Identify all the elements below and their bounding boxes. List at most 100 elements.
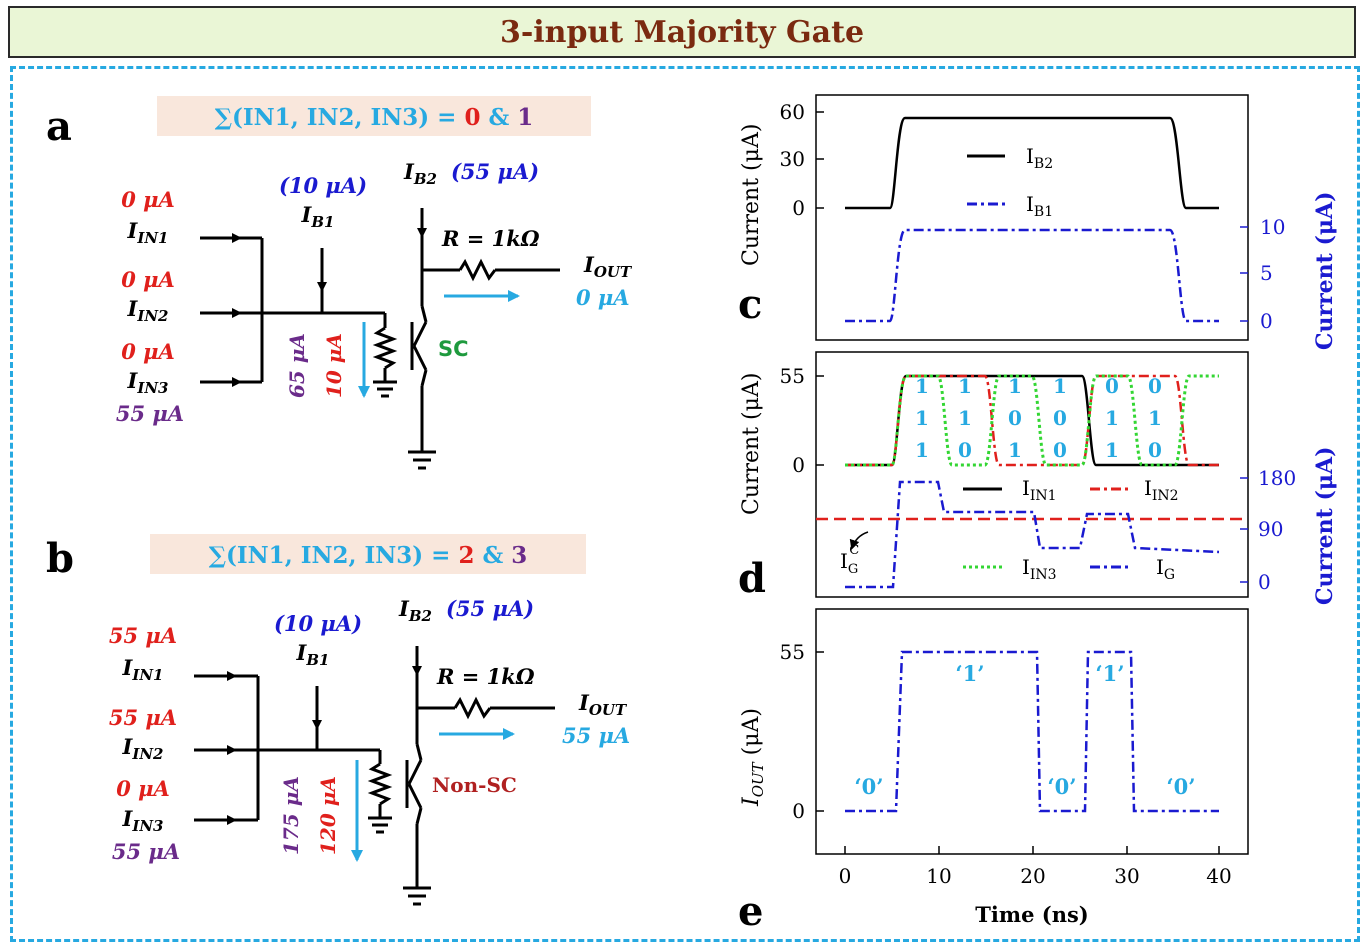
svg-text:‘1’: ‘1’ bbox=[1095, 661, 1124, 686]
svg-text:0: 0 bbox=[1105, 374, 1119, 398]
in3-label: IIN3 bbox=[127, 368, 169, 397]
series-iout bbox=[845, 650, 1219, 813]
panel-c: 60 30 0 10 5 0 Current (μA) Current (μA)… bbox=[738, 94, 1338, 351]
svg-text:1: 1 bbox=[1105, 438, 1119, 462]
in3-value: 0 μA bbox=[121, 339, 175, 364]
vertical-current-1: 65 μA bbox=[285, 333, 309, 398]
in2-label: IIN2 bbox=[127, 296, 169, 325]
svg-text:‘0’: ‘0’ bbox=[1166, 774, 1195, 799]
legend-ib2: IB2 bbox=[1026, 144, 1053, 172]
svg-text:0: 0 bbox=[1053, 438, 1067, 462]
ib1-value: (10 μA) bbox=[279, 173, 367, 198]
ib2-label: IB2 bbox=[403, 159, 437, 188]
panel-b-equation: ∑(IN1, IN2, IN3) = 2 & 3 bbox=[209, 542, 528, 569]
in3-label: IIN3 bbox=[122, 806, 164, 835]
svg-text:0: 0 bbox=[1008, 406, 1022, 430]
vertical-current-2: 120 μA bbox=[316, 776, 340, 855]
resistor-label: R = 1kΩ bbox=[436, 664, 535, 689]
ib2-value: (55 μA) bbox=[451, 159, 539, 184]
tick-label: 10 bbox=[1260, 215, 1285, 239]
svg-text:‘1’: ‘1’ bbox=[955, 661, 984, 686]
series-ig bbox=[845, 480, 1220, 589]
logic-labels: ‘0’ ‘1’ ‘0’ ‘1’ ‘0’ bbox=[854, 661, 1195, 799]
ib2-label: IB2 bbox=[398, 596, 432, 625]
y-axis-label: IOUT (μA) bbox=[739, 708, 767, 807]
panel-a-equation: ∑(IN1, IN2, IN3) = 0 & 1 bbox=[215, 104, 534, 131]
panel-c-letter: c bbox=[738, 281, 762, 328]
series-in3 bbox=[845, 374, 1219, 467]
svg-text:1: 1 bbox=[1105, 406, 1119, 430]
figure-frame bbox=[10, 66, 1360, 942]
in1-value: 0 μA bbox=[121, 187, 175, 212]
svg-text:1: 1 bbox=[958, 374, 972, 398]
tick-label: 0 bbox=[792, 196, 805, 220]
ib1-label: IB1 bbox=[301, 202, 335, 231]
iout-value: 0 μA bbox=[576, 285, 630, 310]
tick-label: 30 bbox=[780, 147, 805, 171]
tick-label: 55 bbox=[780, 364, 805, 388]
x-tick-label: 10 bbox=[926, 864, 951, 888]
svg-text:1: 1 bbox=[1148, 406, 1162, 430]
svg-text:0: 0 bbox=[1053, 406, 1067, 430]
series-ib1 bbox=[845, 228, 1219, 323]
panel-d-letter: d bbox=[738, 555, 766, 602]
resistor-label: R = 1kΩ bbox=[441, 226, 540, 251]
panel-c-frame bbox=[815, 94, 1249, 341]
svg-text:1: 1 bbox=[1053, 374, 1067, 398]
page-title: 3-input Majority Gate bbox=[499, 14, 865, 50]
panel-d-frame bbox=[815, 351, 1249, 598]
svg-text:1: 1 bbox=[1008, 374, 1022, 398]
y-axis-label-left: Current (μA) bbox=[739, 373, 764, 515]
in2-value: 55 μA bbox=[109, 705, 177, 730]
tick-label: 60 bbox=[780, 100, 805, 124]
y-axis-label-right: Current (μA) bbox=[1312, 192, 1338, 351]
in1-value: 55 μA bbox=[109, 623, 177, 648]
panel-d: 55 0 180 90 0 Current (μA) Current (μA) … bbox=[738, 351, 1338, 605]
panel-e-letter: e bbox=[738, 888, 763, 935]
y-axis-label-left: Current (μA) bbox=[739, 124, 764, 266]
panel-b: b ∑(IN1, IN2, IN3) = 2 & 3 55 μA IIN1 55… bbox=[46, 534, 630, 906]
legend-in1: IIN1 bbox=[1022, 476, 1057, 504]
in2-value: 0 μA bbox=[121, 267, 175, 292]
combo-labels: 1 1 1 1 1 0 1 0 1 1 0 0 0 1 1 0 1 0 bbox=[915, 374, 1162, 462]
tick-label: 0 bbox=[1258, 570, 1271, 594]
device-label: SC bbox=[438, 337, 469, 361]
tick-label: 0 bbox=[1260, 309, 1273, 333]
title-bar: 3-input Majority Gate bbox=[8, 6, 1356, 58]
panel-a: a ∑(IN1, IN2, IN3) = 0 & 1 0 μA IIN1 0 μ… bbox=[46, 96, 633, 470]
panel-b-equation-box bbox=[150, 534, 586, 574]
vertical-current-2: 10 μA bbox=[322, 333, 346, 398]
tick-label: 90 bbox=[1258, 517, 1283, 541]
panel-a-letter: a bbox=[46, 103, 72, 150]
iout-label: IOUT bbox=[583, 252, 633, 281]
x-axis-label: Time (ns) bbox=[975, 902, 1088, 927]
igc-pointer bbox=[849, 531, 869, 550]
svg-text:1: 1 bbox=[915, 374, 929, 398]
in3-alt-value: 55 μA bbox=[116, 401, 184, 426]
in3-value: 0 μA bbox=[116, 776, 170, 801]
panel-b-letter: b bbox=[46, 535, 74, 582]
legend-in2: IIN2 bbox=[1144, 476, 1179, 504]
panel-e-frame bbox=[815, 608, 1249, 855]
svg-text:0: 0 bbox=[1148, 438, 1162, 462]
series-ib2 bbox=[845, 116, 1219, 210]
vertical-current-1: 175 μA bbox=[279, 776, 303, 855]
tick-label: 5 bbox=[1260, 261, 1273, 285]
tick-label: 0 bbox=[792, 453, 805, 477]
legend-ib1: IB1 bbox=[1026, 192, 1053, 220]
svg-text:‘0’: ‘0’ bbox=[1047, 774, 1076, 799]
iout-value: 55 μA bbox=[562, 723, 630, 748]
ib1-label: IB1 bbox=[296, 640, 330, 669]
series-in2 bbox=[845, 374, 1219, 467]
legend-ig: IG bbox=[1156, 555, 1175, 583]
svg-text:‘0’: ‘0’ bbox=[854, 774, 883, 799]
in2-label: IIN2 bbox=[122, 734, 164, 763]
panel-a-equation-box bbox=[157, 96, 591, 136]
device-label: Non-SC bbox=[432, 773, 517, 797]
svg-text:0: 0 bbox=[1148, 374, 1162, 398]
x-tick-label: 40 bbox=[1206, 864, 1231, 888]
panel-b-wires bbox=[194, 646, 555, 906]
iout-label: IOUT bbox=[578, 690, 628, 719]
ib1-value: (10 μA) bbox=[274, 611, 362, 636]
svg-text:1: 1 bbox=[915, 438, 929, 462]
